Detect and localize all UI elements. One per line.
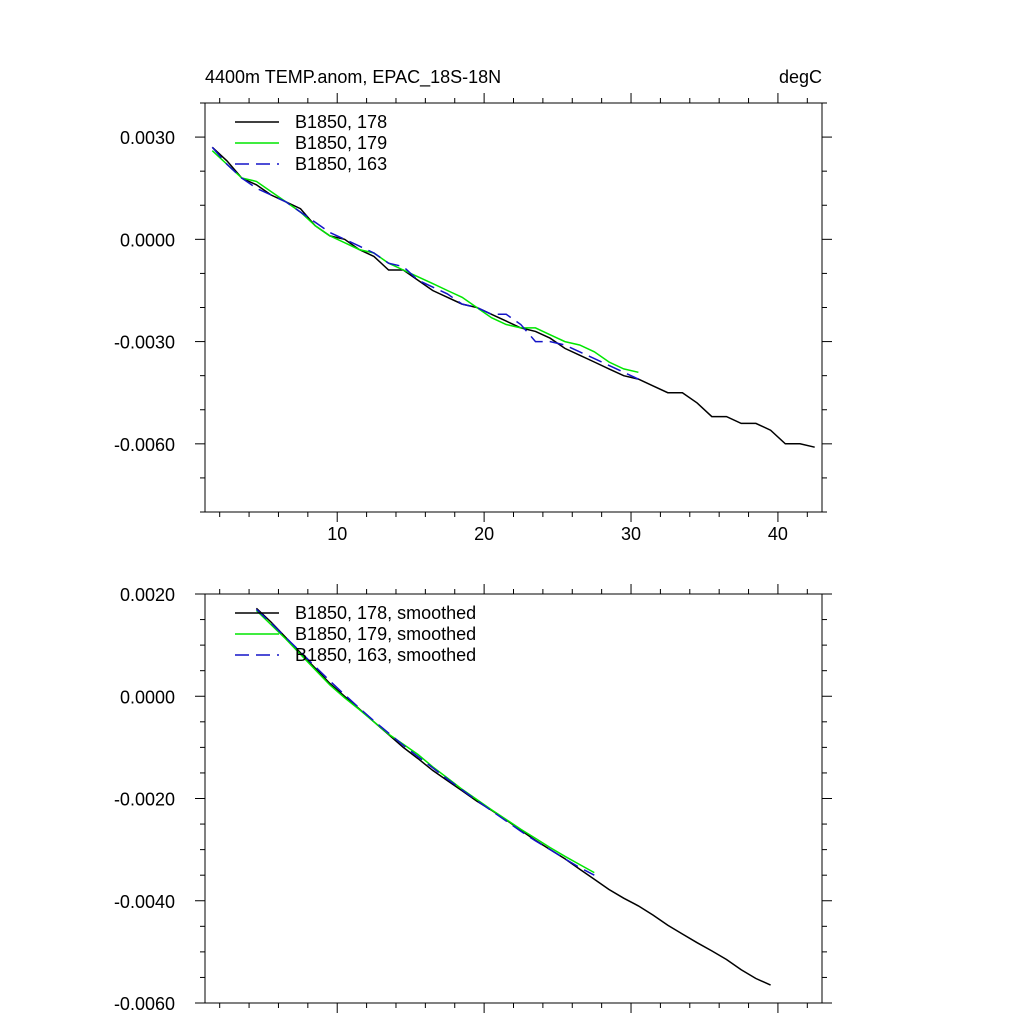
series-line-1 (211, 150, 639, 374)
top-panel: 10 20 30 40 0.0030 0.0000 -0.0030 -0.0060 4400m … (114, 67, 832, 544)
series-line-2 (255, 608, 595, 876)
units-label: degC (779, 67, 822, 87)
legend-label-2: B1850, 163, smoothed (295, 645, 476, 665)
x-tick-label: 40 (768, 524, 788, 544)
y-tick-label: -0.0060 (114, 994, 175, 1014)
y-tick-label: -0.0020 (114, 790, 175, 810)
y-tick-label: 0.0000 (120, 230, 175, 250)
y-tick-label: -0.0060 (114, 435, 175, 455)
chart-title: 4400m TEMP.anom, EPAC_18S-18N (205, 67, 501, 88)
x-tick-label: 20 (474, 524, 494, 544)
y-tick-label: -0.0040 (114, 892, 175, 912)
series-line-2 (211, 146, 639, 380)
bottom-panel: 0.0020 0.0000 -0.0020 -0.0040 -0.0060 B1850, … (114, 584, 832, 1014)
y-tick-label: 0.0000 (120, 687, 175, 707)
series-line-0 (211, 146, 815, 448)
y-tick-label: 0.0030 (120, 128, 175, 148)
legend-label-0: B1850, 178 (295, 112, 387, 132)
y-tick-label: -0.0030 (114, 333, 175, 353)
legend-label-2: B1850, 163 (295, 154, 387, 174)
series-line-1 (255, 609, 595, 874)
legend-label-1: B1850, 179, smoothed (295, 624, 476, 644)
legend-label-0: B1850, 178, smoothed (295, 603, 476, 623)
y-tick-label: 0.0020 (120, 585, 175, 605)
x-tick-label: 10 (327, 524, 347, 544)
x-tick-label: 30 (621, 524, 641, 544)
legend-label-1: B1850, 179 (295, 133, 387, 153)
